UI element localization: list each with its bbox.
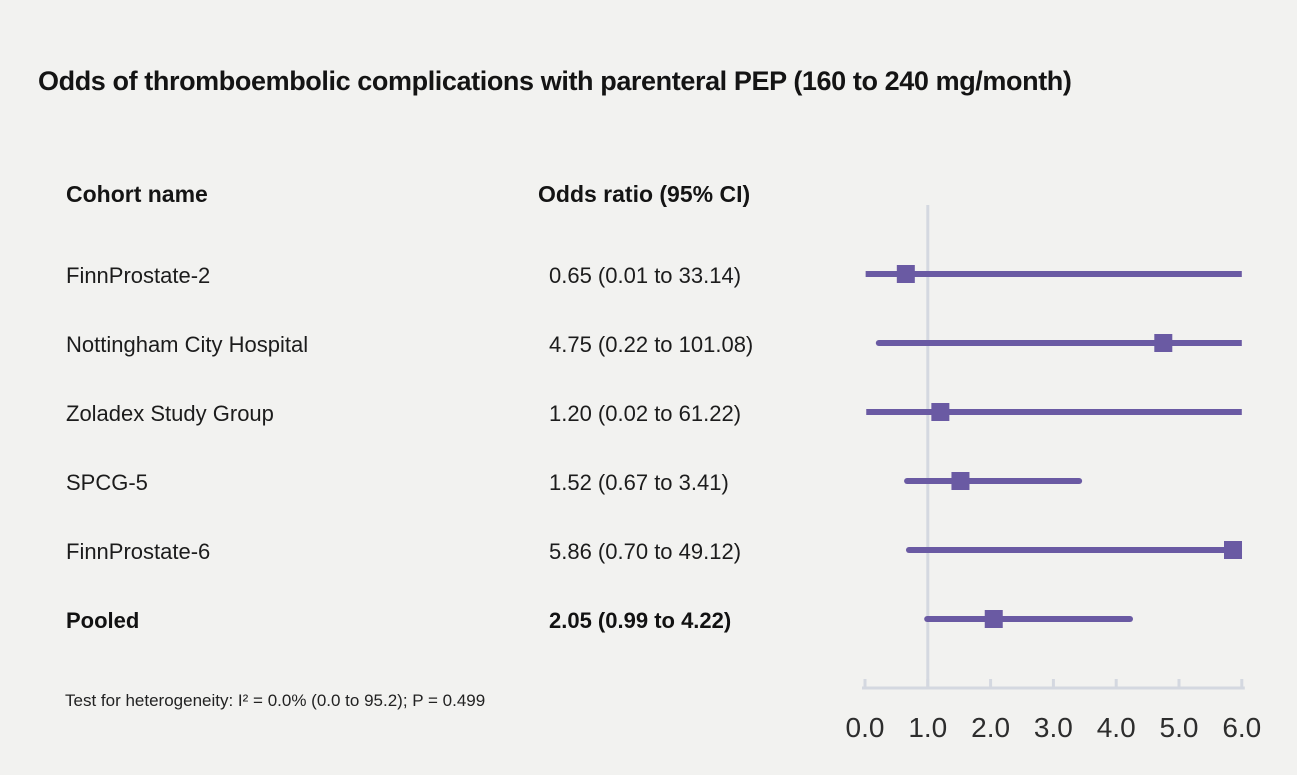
x-axis-tick-label: 6.0 [1222, 712, 1261, 743]
estimate-square-marker [1154, 334, 1173, 352]
odds-ratio-value: 2.05 (0.99 to 4.22) [549, 608, 732, 633]
cohort-name: Zoladex Study Group [66, 401, 274, 426]
table-row: SPCG-5 1.52 (0.67 to 3.41) [0, 468, 840, 498]
x-axis-tick-label: 0.0 [846, 712, 885, 743]
cohort-name: FinnProstate-6 [66, 539, 211, 564]
ci-line-cap [1076, 478, 1083, 484]
odds-ratio-value: 1.52 (0.67 to 3.41) [549, 470, 729, 495]
x-axis-tick-label: 3.0 [1034, 712, 1073, 743]
chart-title: Odds of thromboembolic complications wit… [38, 66, 1072, 96]
odds-ratio-value: 5.86 (0.70 to 49.12) [549, 539, 742, 564]
table-row: Pooled 2.05 (0.99 to 4.22) [0, 606, 840, 636]
column-header-cohort-name: Cohort name [66, 181, 208, 207]
estimate-square-marker [951, 472, 970, 490]
x-axis-tick-label: 5.0 [1160, 712, 1199, 743]
ci-line-cap [904, 478, 911, 484]
odds-ratio-value: 1.20 (0.02 to 61.22) [549, 401, 742, 426]
column-header-odds-ratio: Odds ratio (95% CI) [538, 181, 751, 207]
ci-line-cap [924, 616, 931, 622]
ci-line-cap [1127, 616, 1134, 622]
cohort-name: Pooled [66, 608, 140, 633]
table-row: Nottingham City Hospital 4.75 (0.22 to 10… [0, 330, 840, 360]
x-axis-tick-label: 4.0 [1097, 712, 1136, 743]
cohort-name: Nottingham City Hospital [66, 332, 309, 357]
table-row: FinnProstate-6 5.86 (0.70 to 49.12) [0, 537, 840, 567]
heterogeneity-footnote: Test for heterogeneity: I² = 0.0% (0.0 t… [65, 691, 486, 710]
estimate-square-marker [1224, 541, 1243, 559]
odds-ratio-value: 0.65 (0.01 to 33.14) [549, 263, 742, 288]
x-axis-tick-label: 2.0 [971, 712, 1010, 743]
estimate-square-marker [931, 403, 950, 421]
cohort-name: FinnProstate-2 [66, 263, 211, 288]
table-row: FinnProstate-2 0.65 (0.01 to 33.14) [0, 261, 840, 291]
x-axis-tick-label: 1.0 [908, 712, 947, 743]
ci-line-cap [875, 340, 882, 346]
ci-line-cap [905, 547, 912, 553]
cohort-name: SPCG-5 [66, 470, 148, 495]
estimate-square-marker [896, 265, 915, 283]
estimate-square-marker [984, 610, 1003, 628]
table-row: Zoladex Study Group 1.20 (0.02 to 61.22) [0, 399, 840, 429]
odds-ratio-value: 4.75 (0.22 to 101.08) [549, 332, 754, 357]
